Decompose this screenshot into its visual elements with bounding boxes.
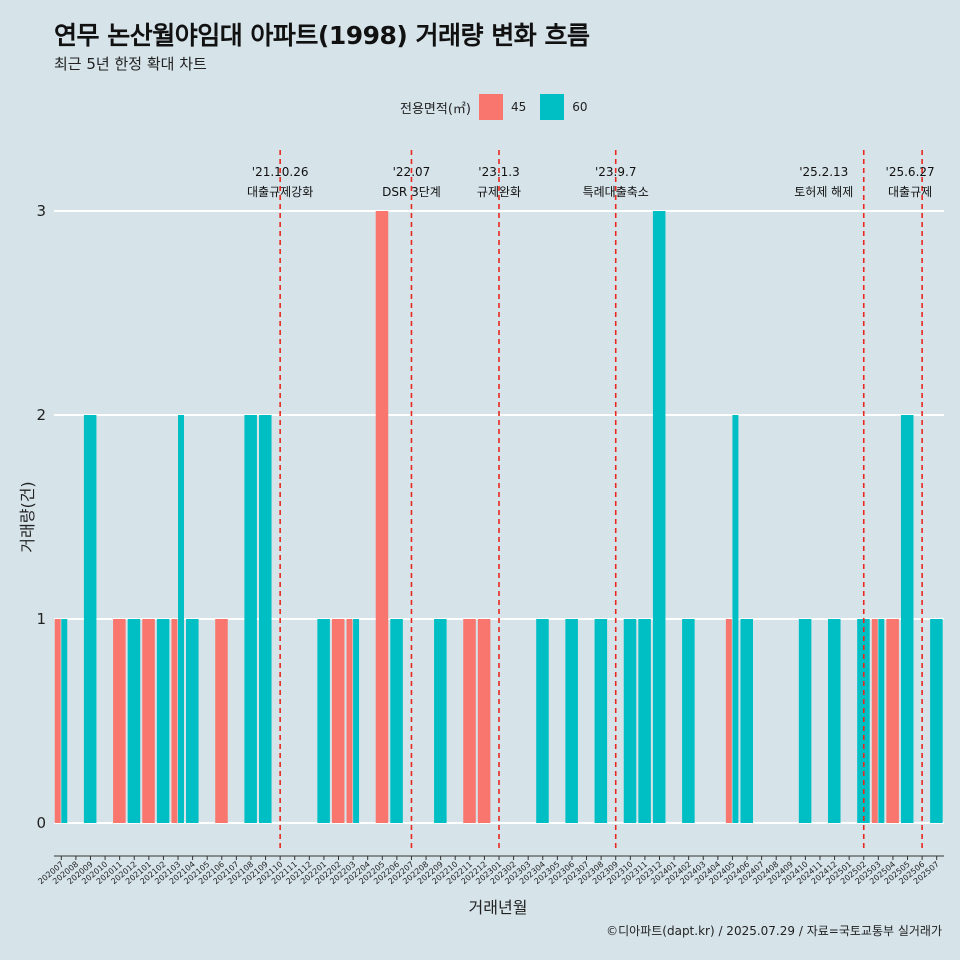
bar-202203-45 (346, 619, 353, 823)
bar-202103-45 (171, 619, 178, 823)
bar-202104-60 (186, 619, 199, 823)
legend: 전용면적(㎡) 45 60 (400, 94, 602, 120)
bar-202211-45 (463, 619, 476, 823)
bar-202311-60 (638, 619, 651, 823)
legend-title: 전용면적(㎡) (400, 101, 471, 117)
bar-202201-60 (317, 619, 330, 823)
bars (54, 211, 943, 823)
bar-202007-60 (61, 619, 68, 823)
bar-202410-60 (798, 619, 812, 823)
legend-label-60: 60 (572, 100, 588, 114)
bar-202310-60 (623, 619, 637, 823)
event-label-1: DSR 3단계 (382, 185, 441, 199)
chart-subtitle: 최근 5년 한정 확대 차트 (54, 55, 207, 73)
y-tick-label-1: 1 (36, 610, 46, 628)
bar-202101-45 (142, 619, 155, 823)
bar-202406-60 (740, 619, 753, 823)
legend-item-45: 45 (478, 94, 527, 120)
y-axis-ticks: 0 1 2 3 (36, 202, 46, 832)
bar-202308-60 (594, 619, 608, 823)
event-label-2: 규제완화 (477, 185, 521, 199)
event-annotations: '21.10.26 대출규제강화 '22.07 DSR 3단계 '23.1.3 규제완화 '… (247, 165, 935, 199)
bar-202206-60 (390, 619, 403, 823)
y-axis-title: 거래량(건) (18, 481, 37, 552)
bar-202304-60 (536, 619, 549, 823)
x-axis: 2020072020082020092020102020112020122021… (36, 855, 944, 886)
y-tick-label-0: 0 (36, 814, 46, 832)
bar-202109-60 (258, 415, 272, 823)
event-label-3: 특례대출축소 (583, 185, 649, 199)
y-tick-label-2: 2 (36, 406, 46, 424)
bar-202203-60 (353, 619, 360, 823)
bar-202106-45 (215, 619, 228, 823)
bar-202108-60 (244, 415, 257, 823)
event-label-0: 대출규제강화 (247, 185, 313, 199)
bar-202007-45 (54, 619, 61, 823)
event-date-3: '23.9.7 (595, 165, 636, 179)
bar-202503-45 (871, 619, 878, 823)
bar-202103-60 (178, 415, 184, 823)
legend-swatch-60 (540, 94, 565, 120)
bar-202402-60 (682, 619, 695, 823)
bar-202312-60 (652, 211, 666, 823)
bar-202202-45 (331, 619, 345, 823)
bar-202503-60 (878, 619, 885, 823)
event-date-2: '23.1.3 (478, 165, 519, 179)
bar-202011-45 (113, 619, 126, 823)
y-tick-label-3: 3 (36, 202, 46, 220)
chart-title: 연무 논산월야임대 아파트(1998) 거래량 변화 흐름 (54, 21, 590, 50)
event-label-5: 대출규제 (888, 185, 932, 199)
bar-202412-60 (828, 619, 841, 823)
bar-202212-45 (477, 619, 491, 823)
bar-202405-60 (732, 415, 739, 823)
bar-202012-60 (127, 619, 141, 823)
event-date-0: '21.10.26 (252, 165, 309, 179)
event-date-4: '25.2.13 (799, 165, 848, 179)
event-lines (279, 150, 923, 852)
event-date-1: '22.07 (393, 165, 431, 179)
bar-202209-60 (434, 619, 447, 823)
source-caption: ©디아파트(dapt.kr) / 2025.07.29 / 자료=국토교통부 실… (606, 924, 942, 938)
x-axis-title: 거래년월 (469, 898, 528, 917)
legend-item-60: 60 (540, 94, 588, 120)
legend-swatch-45 (478, 94, 503, 120)
event-date-5: '25.6.27 (886, 165, 935, 179)
bar-202405-45 (725, 619, 732, 823)
bar-202306-60 (565, 619, 578, 823)
bar-202205-45 (375, 211, 389, 823)
bar-202507-60 (930, 619, 943, 823)
bar-202505-60 (900, 415, 914, 823)
event-label-4: 토허제 해제 (794, 185, 853, 199)
bar-202504-45 (886, 619, 899, 823)
legend-label-45: 45 (510, 100, 527, 114)
bar-202009-60 (83, 415, 97, 823)
bar-202102-60 (156, 619, 170, 823)
